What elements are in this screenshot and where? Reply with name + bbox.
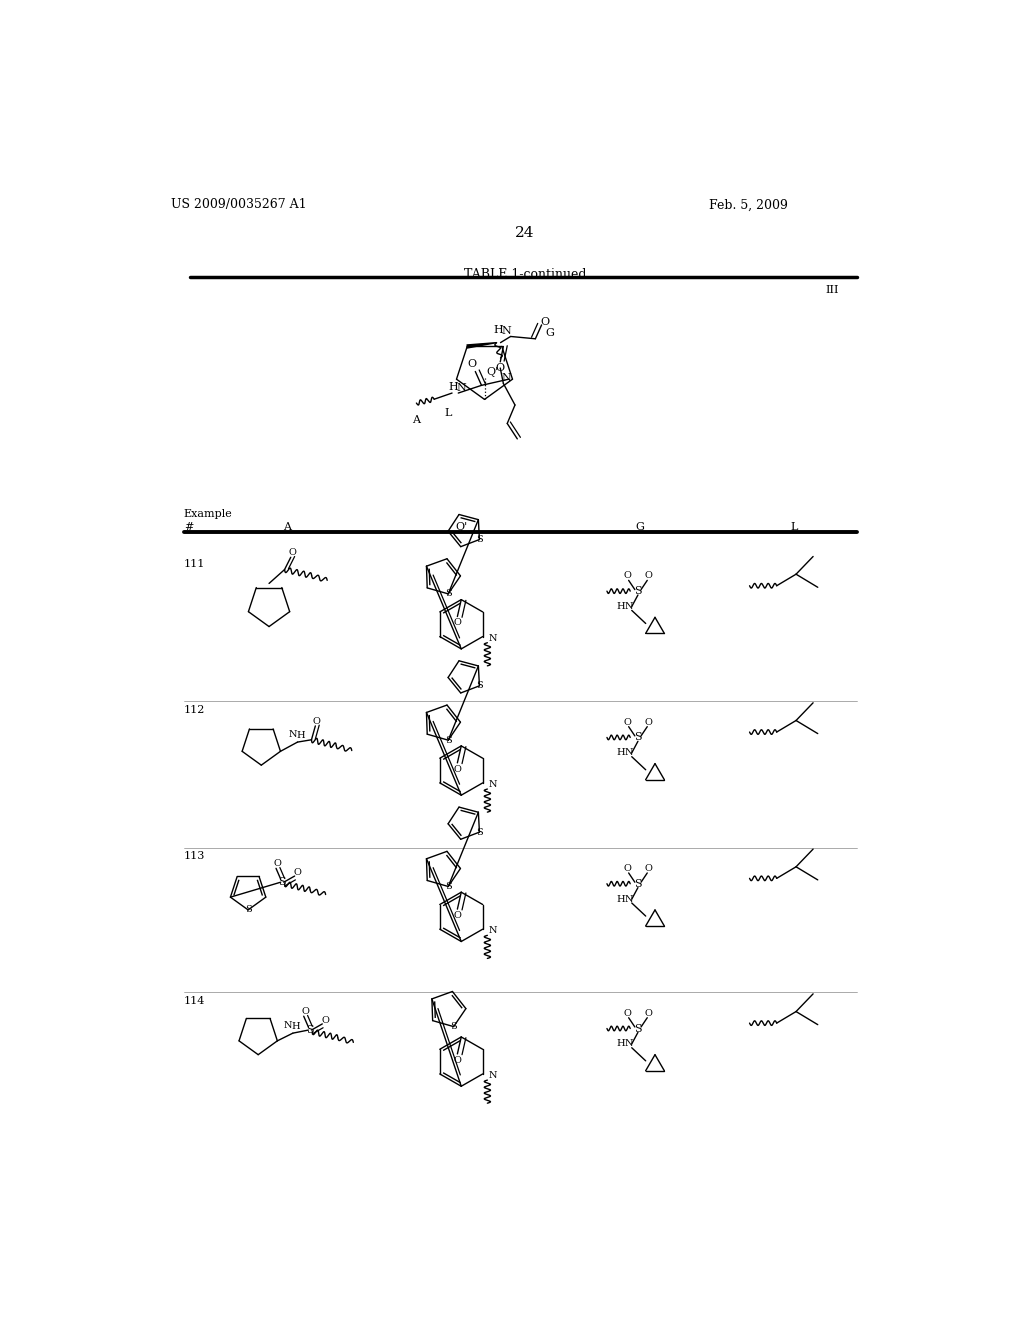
Text: N: N — [457, 383, 466, 393]
Text: N: N — [289, 730, 297, 739]
Text: A: A — [413, 414, 421, 425]
Polygon shape — [467, 343, 497, 348]
Text: O: O — [624, 863, 631, 873]
Text: O: O — [313, 717, 321, 726]
Text: O: O — [294, 869, 302, 878]
Text: S: S — [476, 681, 482, 690]
Text: H: H — [449, 381, 459, 392]
Text: N: N — [488, 927, 497, 935]
Text: O: O — [454, 911, 462, 920]
Text: L: L — [444, 408, 452, 418]
Text: 24: 24 — [515, 226, 535, 240]
Text: S: S — [279, 878, 286, 887]
Text: N: N — [625, 1039, 633, 1048]
Text: Q': Q' — [486, 367, 499, 378]
Text: H: H — [616, 748, 626, 758]
Text: N: N — [625, 895, 633, 904]
Text: S: S — [476, 828, 482, 837]
Text: H: H — [616, 895, 626, 904]
Text: 113: 113 — [183, 851, 205, 862]
Text: S: S — [476, 535, 482, 544]
Text: O: O — [322, 1016, 330, 1026]
Text: N: N — [488, 780, 497, 789]
Text: N: N — [488, 1071, 497, 1080]
Text: O: O — [454, 1056, 462, 1064]
Text: 114: 114 — [183, 997, 205, 1006]
Text: O: O — [624, 572, 631, 581]
Text: G: G — [545, 327, 554, 338]
Text: N: N — [625, 602, 633, 611]
Text: G: G — [635, 521, 644, 532]
Text: L: L — [791, 521, 798, 532]
Text: O: O — [624, 718, 631, 726]
Text: O: O — [301, 1007, 309, 1016]
Text: O: O — [273, 859, 282, 869]
Text: O: O — [645, 863, 652, 873]
Text: N: N — [284, 1020, 293, 1030]
Text: 112: 112 — [183, 705, 205, 715]
Text: H: H — [616, 1039, 626, 1048]
Text: O: O — [496, 363, 505, 374]
Text: N: N — [625, 748, 633, 758]
Text: H: H — [292, 1023, 300, 1031]
Text: H: H — [494, 325, 503, 335]
Text: O: O — [624, 1008, 631, 1018]
Text: A: A — [283, 521, 291, 532]
Text: Example: Example — [183, 508, 232, 519]
Text: N: N — [502, 372, 511, 383]
Text: H: H — [616, 602, 626, 611]
Text: Feb. 5, 2009: Feb. 5, 2009 — [710, 198, 788, 211]
Text: US 2009/0035267 A1: US 2009/0035267 A1 — [171, 198, 306, 211]
Text: S: S — [245, 906, 252, 915]
Text: O: O — [540, 317, 549, 327]
Text: S: S — [306, 1026, 313, 1035]
Text: S: S — [444, 589, 452, 598]
Text: Q': Q' — [455, 521, 467, 532]
Text: O: O — [454, 764, 462, 774]
Text: S: S — [634, 586, 642, 597]
Text: #: # — [183, 521, 194, 532]
Text: O: O — [645, 718, 652, 726]
Text: N: N — [501, 326, 511, 337]
Text: O: O — [289, 548, 296, 557]
Text: 111: 111 — [183, 558, 205, 569]
Text: N: N — [488, 634, 497, 643]
Text: S: S — [634, 1023, 642, 1034]
Text: S: S — [444, 882, 452, 891]
Text: S: S — [451, 1022, 457, 1031]
Text: H: H — [296, 731, 305, 741]
Text: TABLE 1-continued: TABLE 1-continued — [464, 268, 586, 281]
Text: S: S — [634, 879, 642, 888]
Text: III: III — [825, 285, 839, 296]
Text: O: O — [454, 618, 462, 627]
Text: O: O — [645, 1008, 652, 1018]
Text: O: O — [468, 359, 477, 368]
Text: S: S — [634, 733, 642, 742]
Text: O: O — [645, 572, 652, 581]
Text: S: S — [444, 735, 452, 744]
